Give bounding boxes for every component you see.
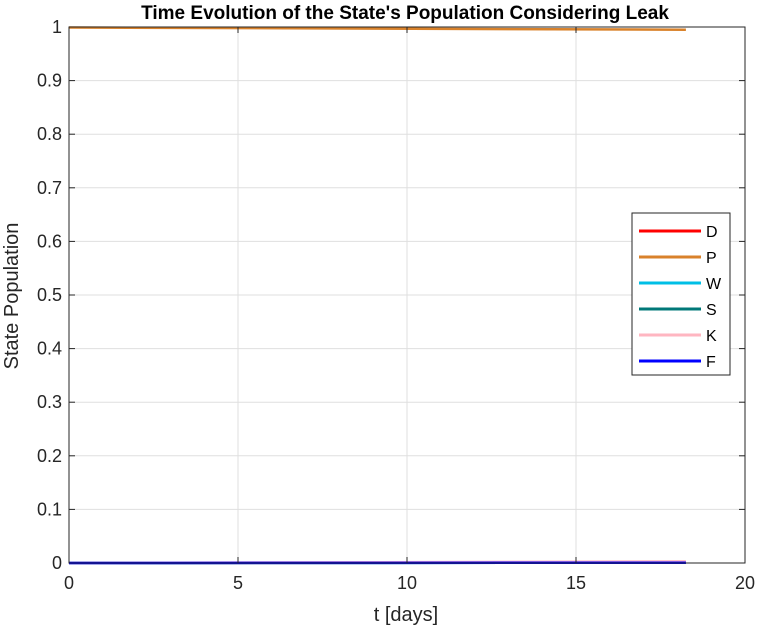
legend-label: K [706, 328, 717, 345]
y-tick-label: 0.1 [37, 499, 62, 519]
legend-label: P [706, 250, 717, 267]
x-tick-label: 10 [397, 573, 417, 593]
x-tick-label: 5 [233, 573, 243, 593]
y-tick-label: 0.7 [37, 178, 62, 198]
y-tick-label: 0.2 [37, 446, 62, 466]
ticks: 0 5 10 15 20 0 0.1 0.2 0.3 0.4 0.5 0.6 0.7 0.8 0.9 1 [37, 17, 755, 593]
y-tick-label: 1 [52, 17, 62, 37]
legend-box [631, 212, 731, 376]
chart-title: Time Evolution of the State's Population… [141, 3, 669, 24]
legend-label: F [706, 354, 716, 371]
y-tick-label: 0.8 [37, 124, 62, 144]
y-tick-label: 0.4 [37, 339, 62, 359]
y-tick-label: 0.9 [37, 71, 62, 91]
y-tick-label: 0 [52, 553, 62, 573]
y-tick-label: 0.5 [37, 285, 62, 305]
legend-label: D [706, 224, 718, 241]
y-axis-label: State Population [1, 223, 23, 370]
y-tick-label: 0.3 [37, 392, 62, 412]
y-tick-label: 0.6 [37, 231, 62, 251]
legend-label: W [706, 276, 722, 293]
x-tick-label: 20 [735, 573, 755, 593]
x-axis-label: t [days] [374, 604, 438, 626]
x-tick-label: 15 [566, 573, 586, 593]
legend-label: S [706, 302, 717, 319]
x-tick-label: 0 [64, 573, 74, 593]
series-line-p [68, 26, 686, 31]
